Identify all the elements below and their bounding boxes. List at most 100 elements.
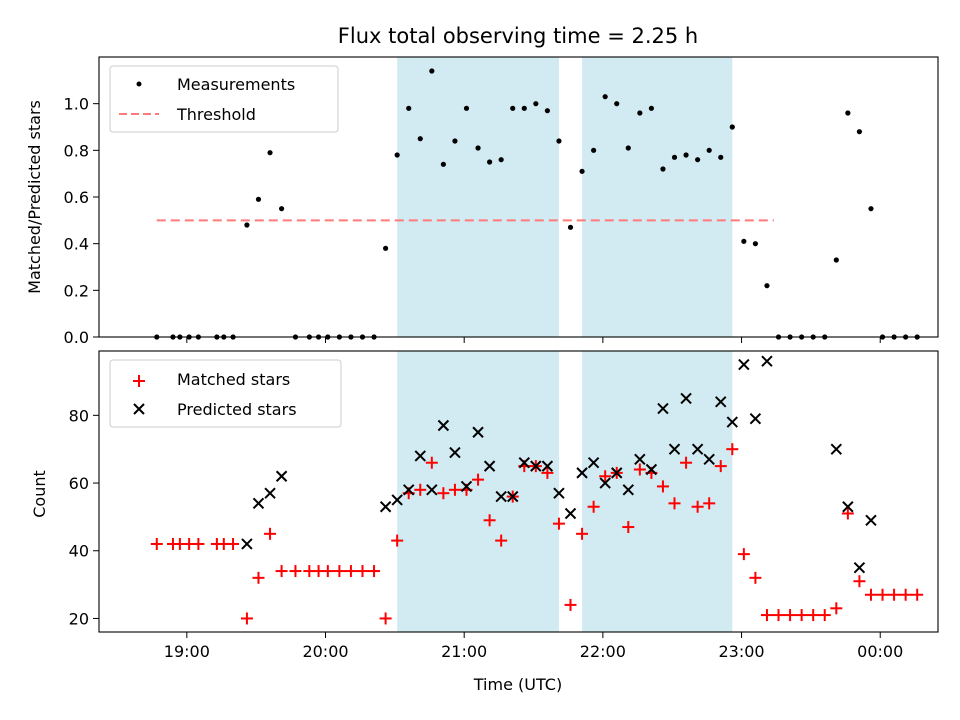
y-tick-label: 0.0: [64, 328, 89, 347]
measurement-point: [417, 136, 423, 142]
predicted-star-point: [483, 460, 496, 472]
legend-threshold-label: Threshold: [176, 105, 256, 124]
matched-star-point: [726, 443, 739, 456]
predicted-star-point: [645, 463, 658, 476]
y-tick-label: 60: [69, 474, 89, 493]
predicted-star-point: [576, 467, 588, 479]
matched-star-point: [564, 598, 577, 611]
measurement-point: [718, 154, 724, 160]
predicted-star-point: [853, 561, 866, 574]
measurement-point: [845, 110, 851, 116]
legend-measurements-marker: [136, 81, 142, 87]
predicted-star-point: [275, 470, 288, 482]
predicted-star-point: [379, 501, 392, 513]
measurement-point: [406, 105, 412, 111]
matched-star-point: [150, 537, 163, 550]
predicted-star-point: [518, 457, 530, 469]
measurement-point: [741, 238, 747, 244]
x-tick-label: 21:00: [441, 642, 487, 661]
predicted-star-point: [738, 358, 750, 371]
matched-star-point: [737, 548, 750, 561]
matched-star-point: [691, 500, 704, 513]
predicted-star-point: [391, 494, 403, 506]
measurement-point: [556, 138, 562, 144]
predicted-star-point: [634, 453, 646, 466]
predicted-star-point: [472, 426, 484, 438]
predicted-star-point: [611, 467, 623, 479]
matched-star-point: [541, 466, 554, 479]
measurement-point: [729, 124, 735, 130]
legend-predicted-marker: [133, 403, 145, 415]
measurement-point: [567, 224, 574, 230]
measurement-point: [764, 283, 770, 289]
measurement-point: [868, 206, 874, 212]
measurement-point: [383, 245, 389, 251]
legend-predicted-label: Predicted stars: [177, 400, 297, 419]
shaded-region-2: [582, 351, 733, 632]
y-tick-label: 40: [69, 542, 89, 561]
matched-star-point: [841, 507, 854, 520]
predicted-star-point: [495, 490, 507, 503]
bottom-axes-frame: [98, 350, 939, 633]
x-axis-label: Time (UTC): [473, 675, 562, 694]
matched-star-point: [714, 460, 727, 473]
measurement-point: [255, 196, 262, 202]
matched-star-point: [344, 565, 357, 578]
matched-star-point: [599, 470, 612, 483]
measurement-point: [625, 145, 631, 151]
matched-star-point: [772, 609, 785, 622]
predicted-star-point: [622, 484, 634, 496]
top-y-ticks: 0.0 0.2 0.4 0.6 0.8 1.0: [64, 95, 99, 347]
measurement-point: [591, 147, 597, 153]
measurement-point: [752, 241, 759, 247]
predicted-star-point: [414, 450, 426, 462]
matched-star-point: [289, 565, 302, 578]
measurement-point: [267, 150, 273, 156]
measurement-point: [671, 154, 678, 160]
matched-star-point: [680, 456, 693, 469]
measurement-point: [440, 161, 446, 167]
predicted-star-point: [264, 487, 276, 499]
matched-star-point: [784, 609, 797, 622]
matched-star-point: [899, 588, 912, 601]
y-tick-label: 0.6: [64, 188, 89, 207]
matched-star-point: [192, 537, 205, 550]
predicted-star-point: [668, 443, 681, 455]
measurement-point: [394, 152, 400, 158]
legend-matched-marker: [133, 375, 145, 387]
x-tick-label: 20:00: [302, 642, 348, 661]
top-x-ticks: [186, 337, 881, 343]
matched-star-point: [437, 487, 450, 500]
matched-star-point: [552, 517, 565, 530]
measurement-point: [475, 145, 481, 151]
matched-star-point: [911, 588, 924, 601]
measurement-point: [614, 101, 620, 107]
top-legend-box: [109, 65, 339, 133]
matched-star-point: [576, 527, 589, 540]
x-tick-label: 19:00: [164, 642, 210, 661]
matched-star-point: [633, 463, 646, 476]
predicted-star-point: [530, 460, 542, 472]
predicted-star-point: [703, 453, 715, 466]
predicted-star-point: [449, 446, 461, 459]
x-tick-label: 22:00: [580, 642, 626, 661]
measurement-point: [695, 157, 701, 163]
predicted-star-point: [691, 443, 704, 455]
matched-star-point: [252, 571, 265, 584]
measurement-point: [637, 110, 643, 116]
y-tick-label: 0.4: [64, 235, 89, 254]
matched-star-point: [818, 609, 831, 622]
y-tick-label: 20: [69, 609, 89, 628]
x-tick-label: 23:00: [718, 642, 764, 661]
y-tick-label: 1.0: [64, 95, 89, 114]
matched-star-point: [483, 514, 496, 527]
top-panel: 0.0 0.2 0.4 0.6 0.8 1.0 Matched/Predicted sta…: [25, 56, 939, 347]
bottom-shaded-regions: [397, 351, 733, 632]
predicted-star-point: [460, 480, 473, 493]
predicted-star-point: [587, 457, 600, 469]
shaded-region-1: [397, 57, 559, 337]
predicted-star-point: [252, 497, 265, 510]
matched-star-point: [495, 534, 508, 547]
shaded-region-2: [582, 57, 733, 337]
